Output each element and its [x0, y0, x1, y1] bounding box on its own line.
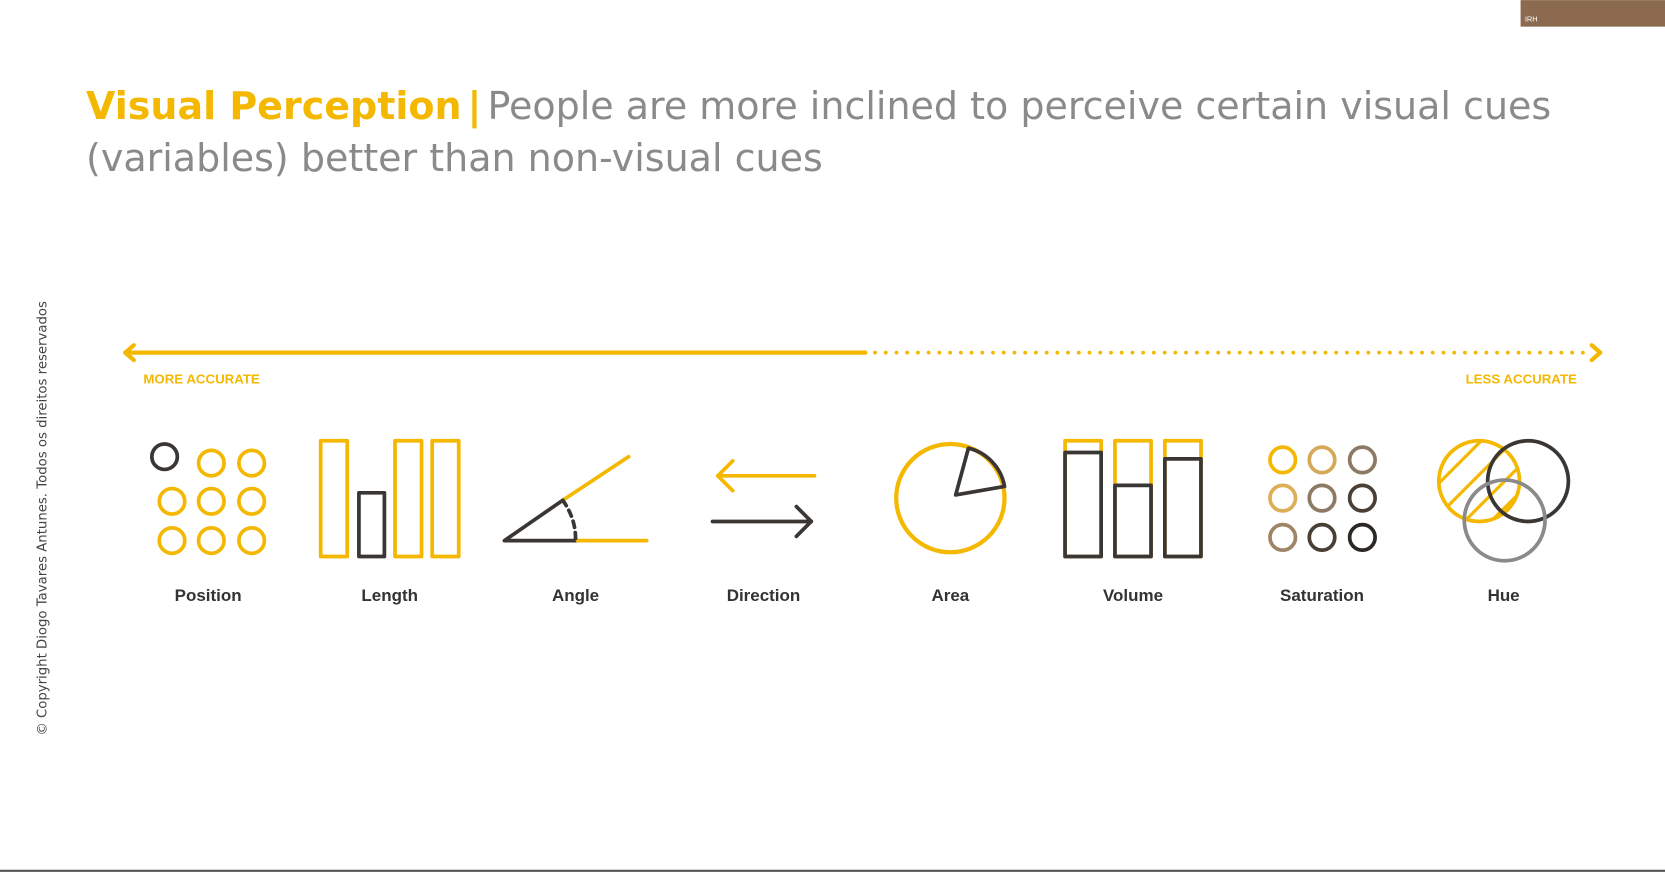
cue-label: Area — [931, 586, 969, 605]
hue-icon — [1436, 438, 1571, 563]
cue-label: Angle — [552, 586, 599, 605]
scale-right: LESS ACCURATE — [1466, 371, 1577, 386]
cue-label: Volume — [1103, 586, 1163, 605]
saturation-icon — [1268, 445, 1377, 553]
cue-label: Hue — [1488, 586, 1520, 605]
scale-left: MORE ACCURATE — [143, 371, 260, 386]
title-text: People are more inclined to perceive cer… — [86, 84, 1552, 180]
length-icon — [318, 438, 461, 559]
volume-icon — [1063, 438, 1203, 559]
copyright: © Copyright Diogo Tavares Antunes. Todos… — [36, 301, 51, 736]
position-icon — [149, 442, 267, 556]
webcam-thumbnail — [1520, 0, 1665, 27]
cue-label: Position — [175, 586, 242, 605]
cue-label: Direction — [727, 586, 801, 605]
slide-title: Visual Perception | People are more inclin… — [86, 80, 1626, 184]
title-highlight: Visual Perception — [86, 84, 462, 128]
accuracy-arrow — [123, 343, 1603, 363]
cue-label: Saturation — [1280, 586, 1364, 605]
cue-label: Length — [361, 586, 418, 605]
title-separator: | — [467, 84, 482, 128]
angle-icon — [502, 454, 649, 543]
area-icon — [894, 441, 1007, 555]
direction-icon — [710, 459, 817, 539]
webcam-label: IRH — [1525, 14, 1538, 23]
